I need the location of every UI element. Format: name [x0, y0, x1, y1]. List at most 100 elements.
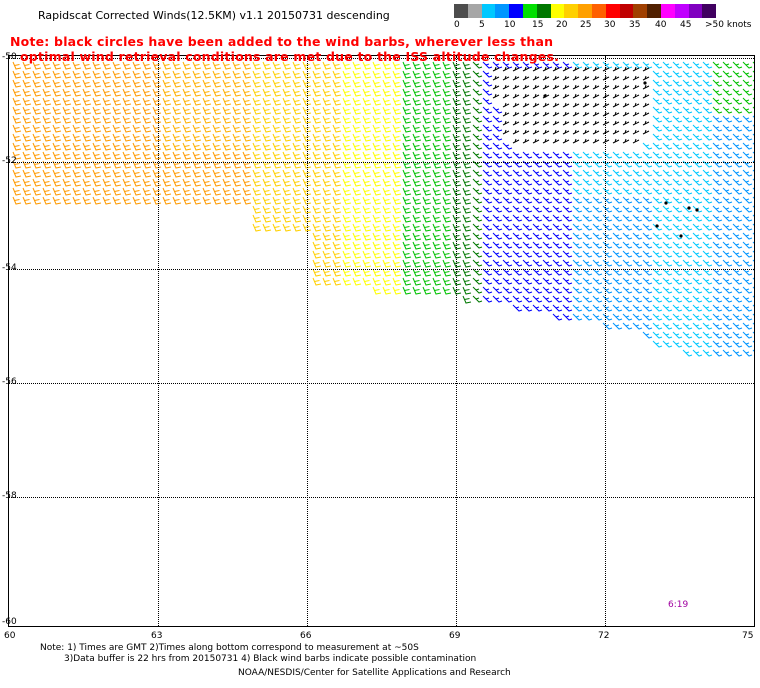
wind-barb	[392, 232, 402, 241]
wind-barb	[632, 61, 643, 69]
wind-barb	[662, 97, 673, 105]
wind-barb	[632, 322, 643, 330]
wind-barb	[432, 133, 442, 142]
wind-barb	[262, 196, 272, 205]
wind-barb	[722, 124, 733, 132]
wind-barb	[552, 111, 560, 117]
legend-swatch	[522, 4, 537, 18]
wind-barb	[142, 151, 152, 160]
wind-barb	[92, 151, 102, 160]
wind-barb	[642, 120, 650, 126]
wind-barb	[382, 214, 392, 223]
wind-barb	[682, 151, 693, 159]
wind-barb	[372, 268, 382, 277]
wind-barb	[562, 313, 573, 321]
wind-barb	[422, 106, 432, 115]
wind-barb	[542, 286, 553, 294]
wind-barb	[282, 205, 292, 214]
wind-barb	[352, 142, 362, 151]
wind-barb	[82, 61, 92, 70]
wind-barb	[622, 322, 633, 330]
wind-barb	[462, 106, 472, 115]
wind-barb	[282, 196, 292, 205]
wind-barb	[572, 66, 580, 72]
wind-barb	[342, 160, 352, 169]
legend-label: >50 knots	[705, 20, 752, 30]
wind-barb	[522, 111, 530, 117]
wind-barb	[152, 106, 162, 115]
wind-barb	[542, 295, 553, 303]
wind-barb	[222, 178, 232, 187]
wind-barb	[512, 178, 523, 186]
wind-barb	[192, 124, 202, 133]
wind-barb	[242, 133, 252, 142]
wind-barb	[642, 241, 653, 249]
wind-barb	[562, 75, 570, 81]
wind-barb	[492, 223, 503, 231]
wind-barb	[282, 151, 292, 160]
wind-barb	[572, 120, 580, 126]
wind-barb	[562, 304, 573, 312]
wind-barb	[552, 151, 563, 159]
wind-barb	[712, 214, 723, 222]
wind-barb	[442, 88, 452, 97]
wind-barb	[82, 178, 92, 187]
wind-barb	[252, 160, 262, 169]
wind-barb	[732, 106, 743, 114]
wind-barb	[422, 250, 432, 259]
wind-barb	[172, 61, 182, 70]
wind-barb	[472, 223, 483, 231]
wind-barb	[72, 88, 82, 97]
wind-barb	[712, 349, 723, 357]
wind-barb	[442, 133, 452, 142]
wind-barb	[372, 169, 382, 178]
wind-barb	[42, 115, 52, 124]
wind-barb	[712, 232, 723, 240]
wind-barb	[352, 106, 362, 115]
wind-barb	[242, 97, 252, 106]
wind-barb	[562, 241, 573, 249]
wind-barb	[442, 151, 452, 160]
wind-barb	[472, 241, 483, 249]
wind-barb	[82, 187, 92, 196]
wind-barb	[272, 79, 282, 88]
wind-barb	[362, 223, 372, 232]
wind-barb	[642, 84, 650, 90]
wind-barb	[492, 277, 503, 285]
wind-barb	[652, 61, 663, 69]
wind-barb	[312, 88, 322, 97]
wind-barb	[712, 151, 723, 159]
wind-barb	[172, 88, 182, 97]
wind-barb	[392, 223, 402, 232]
wind-barb	[352, 61, 362, 70]
wind-barb	[532, 304, 543, 312]
wind-barb	[422, 277, 432, 286]
wind-barb	[492, 142, 503, 150]
wind-barb	[372, 61, 382, 70]
wind-barb	[132, 196, 142, 205]
wind-barb	[712, 133, 723, 141]
wind-barb	[372, 241, 382, 250]
wind-barb	[692, 268, 703, 276]
wind-barb	[482, 115, 493, 123]
wind-barb	[592, 178, 603, 186]
wind-barb	[642, 232, 653, 240]
wind-barb	[742, 160, 753, 168]
wind-barb	[492, 241, 503, 249]
wind-barb	[582, 286, 593, 294]
wind-barb	[652, 241, 663, 249]
wind-barb	[732, 169, 743, 177]
wind-barb	[362, 178, 372, 187]
wind-barb	[202, 124, 212, 133]
wind-barb	[742, 295, 753, 303]
wind-barb	[522, 169, 533, 177]
wind-barb	[292, 88, 302, 97]
wind-barb	[512, 102, 520, 108]
wind-barb	[62, 97, 72, 106]
wind-barb	[372, 187, 382, 196]
wind-barb	[182, 169, 192, 178]
wind-barb	[422, 133, 432, 142]
wind-barb	[132, 133, 142, 142]
wind-barb	[362, 106, 372, 115]
wind-barb	[572, 84, 580, 90]
